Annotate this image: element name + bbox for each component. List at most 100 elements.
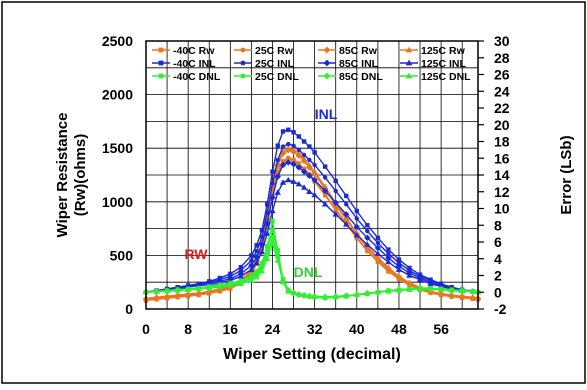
y-tick-label-right: 0 [494,284,502,300]
legend-swatch-marker [323,46,331,54]
legend-swatch-marker [405,72,413,79]
data-point [469,288,476,294]
data-point [280,144,286,149]
legend-label: 125C DNL [421,71,471,83]
data-point [406,279,413,285]
data-point [427,280,434,287]
data-point [295,290,303,297]
data-point [364,234,371,242]
annotations: INL RW DNL [184,106,337,280]
legend: -40C Rw 25C Rw 85C Rw 125C Rw -40C INL 25C IN… [152,45,471,83]
data-point [322,164,328,169]
data-point [249,253,254,258]
data-point [280,158,286,164]
y-axis-right-label: Error (LSb) [558,135,575,214]
y-tick-label-right: 18 [494,134,510,150]
data-point [270,181,275,186]
legend-label: 25C Rw [255,45,294,57]
data-point [311,191,318,198]
data-point [301,152,307,158]
data-point [253,259,260,266]
data-point [458,292,466,299]
data-point [406,286,413,292]
data-point [343,292,350,298]
data-point [353,232,360,238]
data-point [332,293,339,299]
x-tick-label: 40 [349,321,365,337]
y-tick-label-left: 1000 [102,194,133,210]
data-point [275,248,280,253]
data-point [290,289,297,296]
data-point [333,207,338,212]
data-point [237,273,245,279]
data-point [322,192,328,197]
y-tick-label-right: 2 [494,268,502,284]
data-point [269,234,276,242]
data-point [265,202,270,207]
data-point [195,289,202,296]
x-tick-label: 48 [391,321,407,337]
legend-label: 85C INL [339,58,379,70]
data-point [274,257,281,263]
data-point [296,161,302,166]
data-point [295,150,303,156]
legend-swatch-marker [323,72,331,80]
legend-label: 25C INL [255,58,295,70]
y-tick-label-right: 4 [494,251,502,267]
data-point [385,254,392,262]
data-point [290,146,297,153]
data-point [375,235,381,241]
x-tick-label: 16 [223,321,239,337]
y-tick-label-right: 16 [494,150,510,166]
data-point [286,155,291,161]
data-point [238,264,244,270]
data-point [206,284,213,291]
legend-label: 125C INL [421,58,467,70]
data-point [395,273,403,279]
data-point [295,164,303,171]
legend-item: 25C DNL [234,71,299,83]
data-point [163,288,171,294]
data-point [416,276,424,282]
y-tick-label-left: 0 [125,301,133,317]
data-point [312,162,317,168]
data-point [296,134,302,139]
y-tick-label-right: 8 [494,217,502,233]
y-tick-label-right: -2 [494,301,507,317]
y-tick-label-right: 24 [494,83,510,99]
data-point [249,258,254,263]
data-point [269,240,276,246]
legend-label: 125C Rw [421,45,466,57]
data-point [279,279,287,285]
data-point [307,157,312,163]
data-point [227,282,234,288]
data-point [427,285,434,292]
legend-label: 25C DNL [255,71,299,83]
legend-swatch-marker [158,47,164,53]
data-point [285,159,292,166]
data-point [275,157,280,163]
data-point [469,294,476,300]
legend-item: 125C DNL [400,71,471,83]
data-point [386,247,391,252]
legend-label: -40C DNL [173,71,221,83]
data-point [374,244,382,252]
data-point [264,230,271,236]
data-point [290,160,297,168]
data-point [291,130,296,135]
data-point [353,291,360,297]
data-point [290,178,297,184]
data-point [270,218,275,224]
data-point [270,227,275,232]
data-point [344,193,349,199]
data-point [306,292,313,298]
data-point [321,201,329,207]
data-point [306,188,313,194]
y-tick-label-left: 2500 [102,33,133,49]
data-point [416,285,424,292]
data-point [343,211,350,218]
y-tick-label-right: 30 [494,33,510,49]
data-point [286,141,291,147]
data-point [259,228,265,233]
